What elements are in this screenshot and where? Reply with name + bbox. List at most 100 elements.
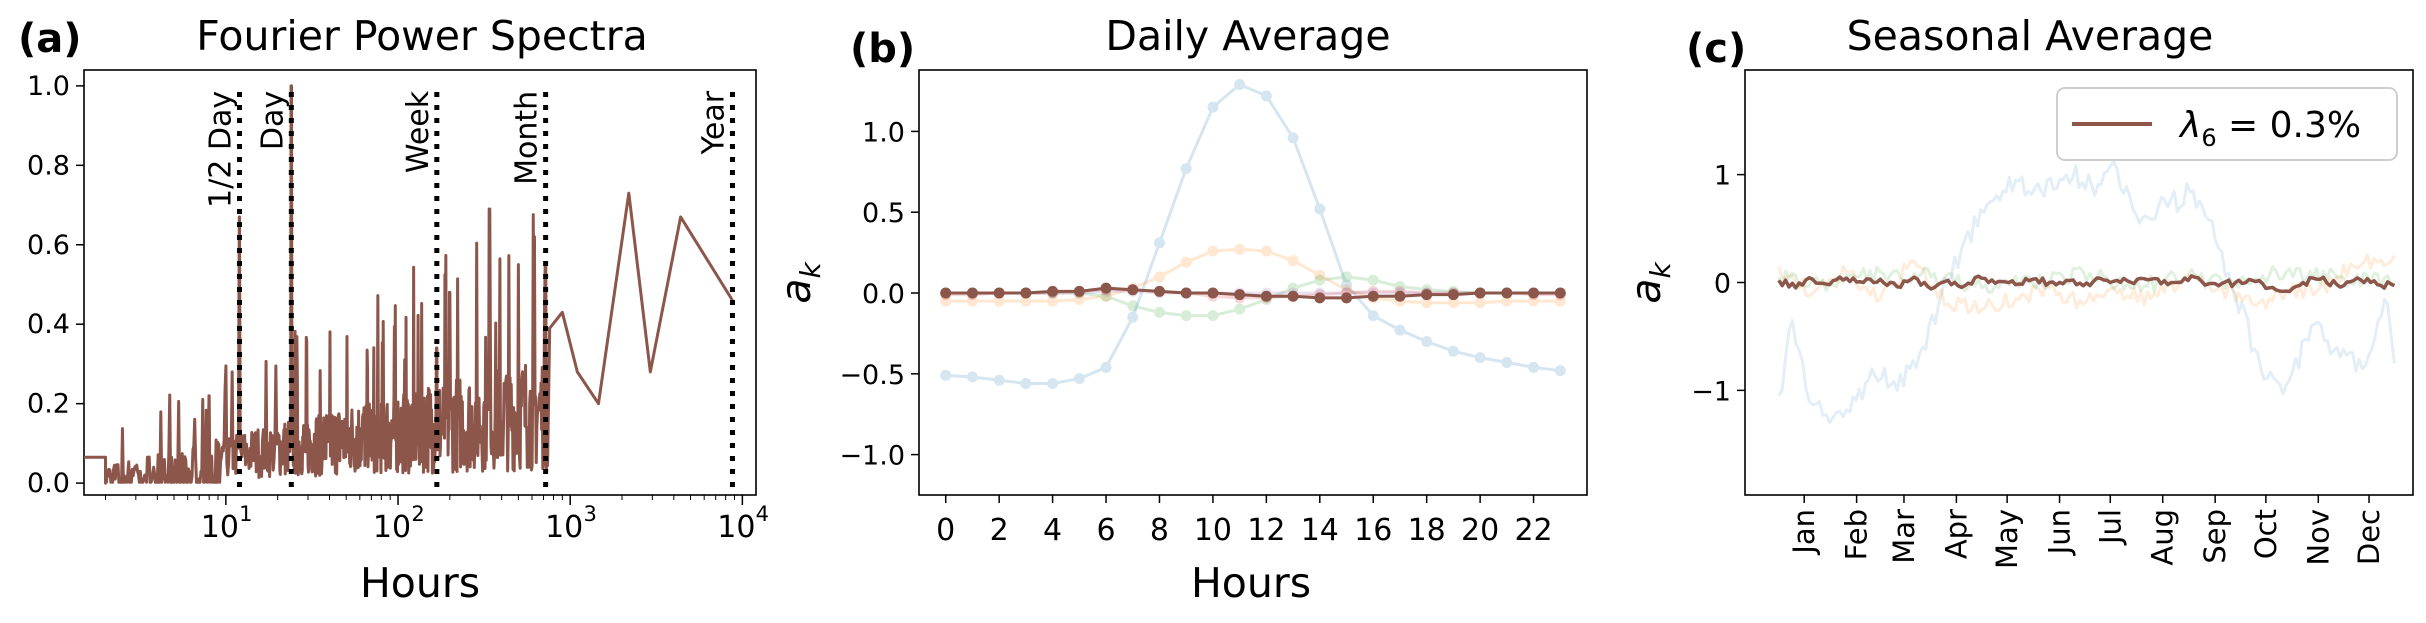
period-label: Day: [255, 91, 290, 150]
series-main: [1777, 274, 2396, 294]
series-point: [940, 369, 952, 381]
ytick-label: −0.5: [839, 360, 905, 391]
series-point: [1260, 290, 1272, 302]
ytick-label: 1.0: [862, 117, 905, 148]
series-point: [1314, 269, 1326, 281]
series-point: [1314, 292, 1326, 304]
series-point: [1394, 281, 1406, 293]
legend-lambda: λ: [2178, 105, 2201, 146]
xtick-label: 22: [1514, 513, 1552, 548]
series-point: [1153, 306, 1165, 318]
series-point: [1180, 310, 1192, 322]
series-point: [940, 287, 952, 299]
xtick-label: 10: [373, 510, 411, 545]
xtick-label: 2: [990, 513, 1009, 548]
series-blue: [1777, 159, 2396, 425]
series-point: [1474, 297, 1486, 309]
series-point: [1127, 311, 1139, 323]
series-point: [1447, 345, 1459, 357]
panel-a-plot-frame: [83, 69, 757, 496]
series-point: [966, 287, 978, 299]
series-point: [1020, 377, 1032, 389]
legend-box: [2056, 87, 2398, 161]
xtick-exponent: 4: [756, 502, 769, 526]
series-point: [1073, 373, 1085, 385]
series-point: [1447, 297, 1459, 309]
series-blue: [940, 79, 1566, 389]
panel-c-legend: λ6 = 0.3%: [2056, 87, 2398, 161]
panel-b-tag: (b): [850, 26, 915, 72]
panel-b-ylabel: ak: [772, 261, 827, 304]
series-point: [1234, 79, 1246, 91]
series-point: [1153, 271, 1165, 283]
series-point: [1180, 287, 1192, 299]
xtick-label: Jan: [1787, 509, 1821, 556]
series-point: [1341, 284, 1353, 296]
series-point: [1421, 297, 1433, 309]
series-point: [1073, 293, 1085, 305]
series-point: [1260, 245, 1272, 257]
xtick-label: 14: [1301, 513, 1339, 548]
series-orange: [940, 243, 1566, 309]
ytick-label: 0.8: [27, 150, 70, 181]
series-line: [945, 82, 1561, 385]
xtick-label: Dec: [2352, 509, 2386, 565]
series-point: [1180, 256, 1192, 268]
series-point: [1047, 295, 1059, 307]
period-label: Year: [696, 90, 731, 155]
series-point: [1287, 255, 1299, 267]
spectrum-line: [84, 84, 734, 485]
xtick-label: 20: [1461, 513, 1499, 548]
panel-b-axes-ticks: −1.0 −0.5 0.0 0.5 1.0 0 2 4 6 8 10 12 14 16 18 20 22: [839, 117, 1552, 548]
xtick-label: Oct: [2249, 509, 2283, 559]
series-point: [1180, 163, 1192, 175]
series-point: [1394, 290, 1406, 302]
panel-b: (b) Daily Average −1.0 −0.5 0.0 0.5 1.0 0 2 4 6 8…: [772, 12, 1588, 607]
panel-b-series: [940, 79, 1566, 389]
series-point: [1287, 282, 1299, 294]
period-label: Month: [510, 91, 545, 185]
series-point: [1127, 284, 1139, 296]
series-point: [1047, 285, 1059, 297]
series-point: [993, 374, 1005, 386]
xtick-label: 8: [1150, 513, 1169, 548]
series-point: [1153, 237, 1165, 249]
ytick-label: 0.0: [862, 279, 905, 310]
series-point: [1421, 289, 1433, 301]
series-point: [1234, 243, 1246, 255]
series-point: [1153, 285, 1165, 297]
legend-value: = 0.3%: [2217, 105, 2362, 146]
panel-c-axes-ticks: −1 0 1 Jan Feb Mar Apr May Jun Jul Aug Sep Oct Nov Dec: [1691, 161, 2386, 569]
panel-c-series: [1777, 159, 2396, 425]
series-point: [1207, 287, 1219, 299]
series-point: [1554, 365, 1566, 377]
series-point: [993, 287, 1005, 299]
xtick-label: 4: [1043, 513, 1062, 548]
panel-b-title: Daily Average: [1105, 12, 1390, 60]
series-point: [1501, 356, 1513, 368]
xtick-label: 10: [201, 510, 239, 545]
legend-label: λ6 = 0.3%: [2178, 105, 2361, 152]
panel-c-title: Seasonal Average: [1847, 12, 2214, 60]
ytick-label: 0: [1714, 269, 1731, 300]
legend-subscript: 6: [2201, 124, 2216, 152]
series-point: [1020, 287, 1032, 299]
xtick-label: 12: [1247, 513, 1285, 548]
xtick-label: Jun: [2043, 509, 2077, 556]
series-point: [1341, 292, 1353, 304]
series-point: [1341, 279, 1353, 291]
series-point: [1314, 203, 1326, 215]
series-point: [1100, 290, 1112, 302]
series-point: [1474, 352, 1486, 364]
series-point: [1100, 290, 1112, 302]
series-point: [1341, 271, 1353, 283]
panel-a-period-markers: 1/2 Day Day Week Month Year: [203, 85, 735, 488]
series-point: [1367, 310, 1379, 322]
series-point: [966, 295, 978, 307]
series-green: [1777, 265, 2396, 294]
panel-b-plot-frame: [918, 69, 1588, 496]
series-main: [940, 282, 1566, 304]
series-point: [1474, 287, 1486, 299]
series-point: [1287, 132, 1299, 144]
